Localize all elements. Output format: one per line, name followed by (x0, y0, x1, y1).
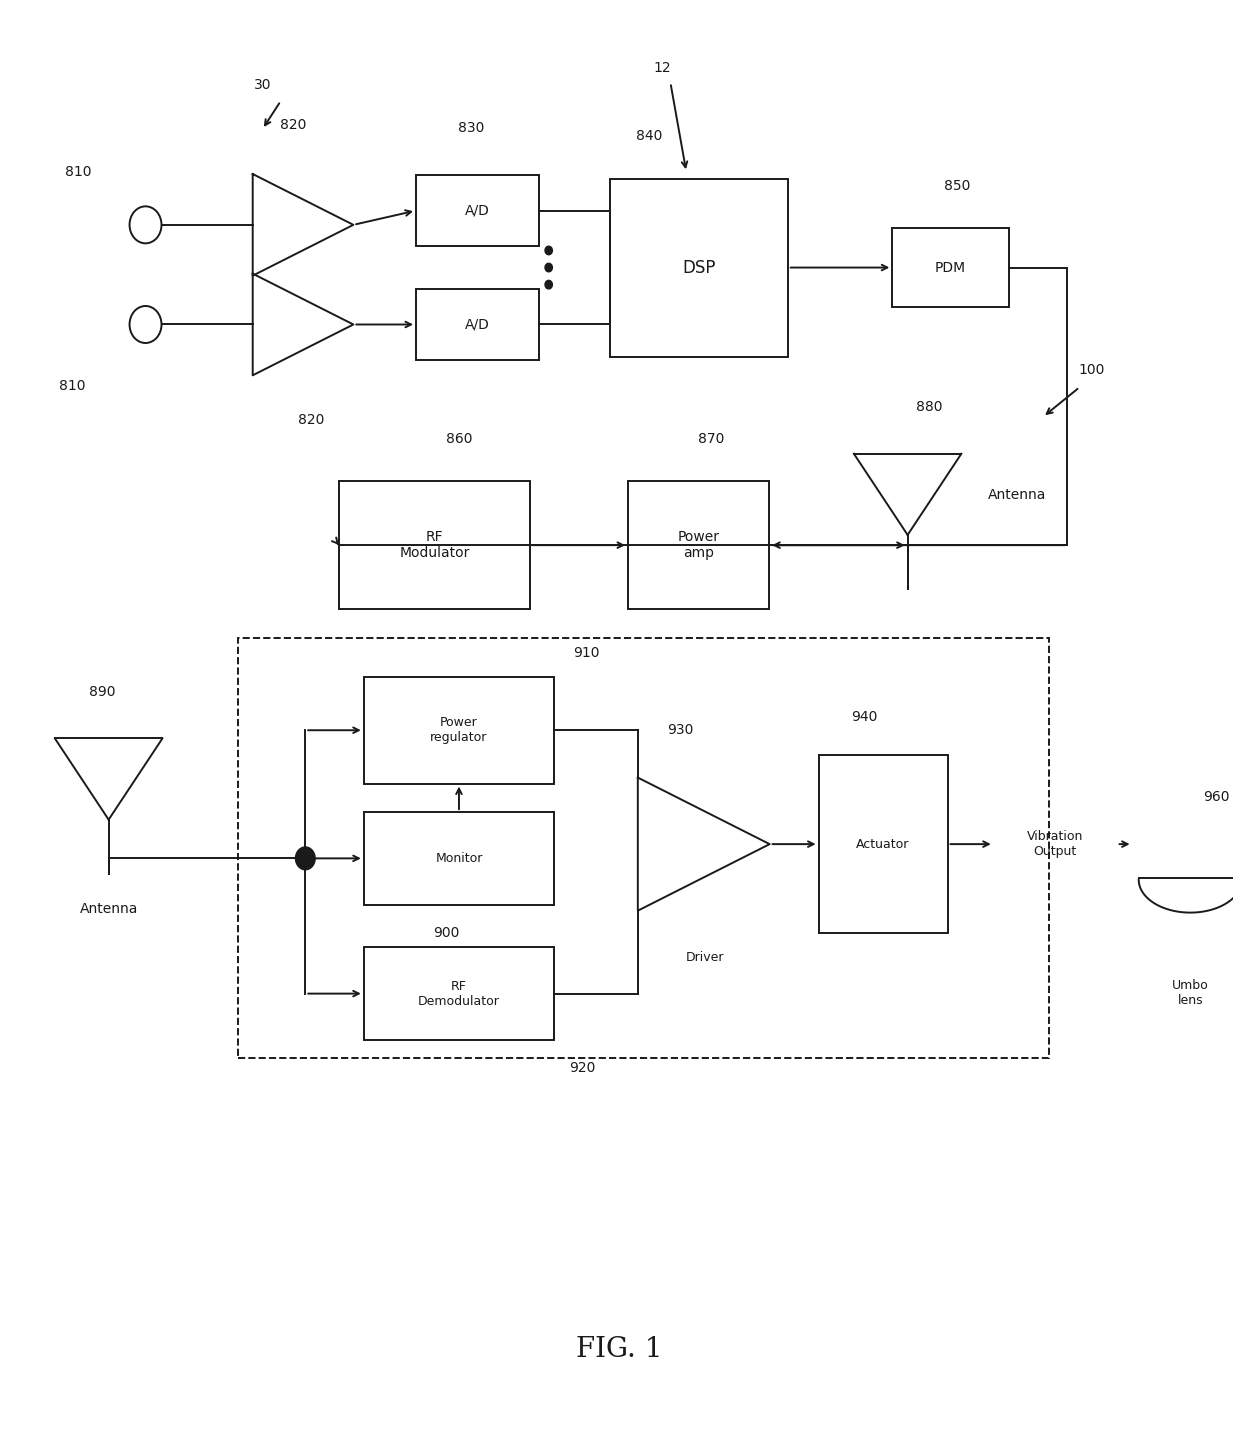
Text: Vibration
Output: Vibration Output (1027, 831, 1084, 858)
FancyBboxPatch shape (363, 812, 554, 905)
Text: A/D: A/D (465, 203, 490, 218)
FancyBboxPatch shape (339, 481, 529, 609)
FancyBboxPatch shape (415, 289, 539, 359)
FancyBboxPatch shape (363, 948, 554, 1040)
Text: RF
Modulator: RF Modulator (399, 530, 470, 560)
Text: 900: 900 (434, 927, 460, 939)
FancyBboxPatch shape (363, 677, 554, 783)
Text: Power
regulator: Power regulator (430, 716, 487, 745)
Text: Driver: Driver (686, 951, 724, 964)
Text: 920: 920 (569, 1061, 595, 1075)
Text: 880: 880 (916, 400, 942, 414)
Text: 850: 850 (944, 179, 970, 193)
FancyBboxPatch shape (627, 481, 769, 609)
Text: 840: 840 (636, 129, 662, 143)
FancyBboxPatch shape (893, 228, 1009, 306)
Text: Power
amp: Power amp (677, 530, 719, 560)
FancyBboxPatch shape (415, 175, 539, 246)
Text: FIG. 1: FIG. 1 (575, 1336, 662, 1363)
FancyBboxPatch shape (238, 637, 1049, 1058)
Circle shape (546, 281, 552, 289)
Text: Antenna: Antenna (79, 902, 138, 916)
Circle shape (546, 263, 552, 272)
Text: A/D: A/D (465, 318, 490, 331)
Text: 820: 820 (299, 412, 325, 427)
Text: PDM: PDM (935, 261, 966, 275)
Circle shape (546, 246, 552, 255)
Text: Umbo
lens: Umbo lens (1172, 979, 1209, 1007)
Text: DSP: DSP (682, 259, 715, 276)
FancyBboxPatch shape (818, 755, 947, 934)
Text: 860: 860 (445, 431, 472, 445)
Text: 960: 960 (1203, 790, 1229, 805)
Text: 940: 940 (852, 710, 878, 723)
Circle shape (295, 846, 315, 869)
Text: 100: 100 (1079, 364, 1105, 377)
Text: RF
Demodulator: RF Demodulator (418, 979, 500, 1008)
Text: 810: 810 (58, 378, 86, 392)
Text: 930: 930 (667, 723, 693, 737)
Text: 910: 910 (573, 646, 599, 660)
Text: 890: 890 (89, 684, 115, 699)
Text: 820: 820 (280, 119, 306, 132)
Text: Actuator: Actuator (857, 838, 910, 851)
Text: Monitor: Monitor (435, 852, 482, 865)
Text: 870: 870 (698, 431, 724, 445)
FancyBboxPatch shape (610, 179, 787, 357)
Text: 810: 810 (64, 165, 92, 179)
Text: 830: 830 (458, 122, 485, 135)
Text: 12: 12 (653, 62, 671, 76)
Text: Antenna: Antenna (987, 488, 1045, 503)
Text: 30: 30 (253, 79, 272, 93)
